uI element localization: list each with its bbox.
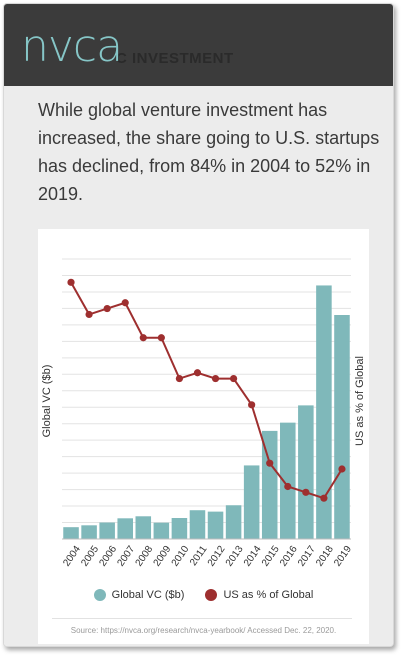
x-tick-label: 2004 (61, 544, 83, 569)
bar-2015 (261, 430, 278, 539)
infographic-card: C INVESTMENT nvca While global venture i… (3, 3, 394, 647)
us-share-point-2007 (121, 299, 129, 307)
us-share-point-2011 (193, 369, 202, 377)
us-share-point-2013 (229, 374, 238, 383)
x-tick-label: 2007 (115, 544, 137, 569)
bar-2019 (334, 315, 350, 539)
us-share-point-2006 (103, 304, 111, 313)
x-tick-label: 2017 (296, 544, 318, 569)
us-share-point-2017 (302, 488, 310, 496)
us-share-point-2010 (175, 374, 184, 383)
legend-item-global-vc: Global VC ($b) (93, 589, 185, 602)
us-share-point-2016 (284, 482, 292, 491)
header-bar: C INVESTMENT nvca (4, 4, 393, 86)
bar-2018 (316, 285, 332, 539)
x-tick-label: 2008 (134, 544, 156, 569)
bar-2005 (81, 525, 97, 539)
y-axis-title-left: Global VC ($b) (41, 365, 53, 438)
bar-2014 (243, 465, 260, 539)
chart-legend: Global VC ($b) US as % of Global (38, 589, 369, 602)
bar-2008 (135, 516, 152, 539)
divider (52, 618, 352, 619)
us-share-point-2019 (338, 465, 346, 473)
bar-2006 (99, 522, 115, 539)
x-tick-label: 2014 (242, 544, 264, 569)
x-tick-label: 2015 (260, 544, 282, 569)
x-tick-label: 2018 (314, 544, 336, 569)
bar-2011 (189, 510, 206, 539)
us-share-point-2005 (85, 310, 93, 319)
x-tick-label: 2012 (206, 544, 228, 569)
bar-2016 (280, 422, 296, 539)
us-share-point-2009 (157, 334, 165, 342)
y-axis-title-right: US as % of Global (354, 356, 366, 446)
us-share-point-2018 (320, 494, 328, 502)
combo-chart: 2004200520062007200820092010201120122013… (41, 258, 366, 569)
x-tick-label: 2011 (188, 544, 210, 568)
x-tick-label: 2006 (97, 544, 119, 569)
bar-2010 (171, 518, 188, 539)
legend-item-us-share: US as % of Global (205, 589, 314, 602)
x-tick-label: 2005 (79, 544, 101, 569)
bar-2017 (298, 405, 314, 539)
bar-2004 (63, 527, 79, 539)
chart-container: 2004 2005 2006 2007 2008 2009 2010 2011 2012 2013… (38, 229, 369, 644)
headline-text: While global venture investment has incr… (38, 100, 380, 204)
nvca-logo: nvca (21, 21, 123, 72)
us-share-point-2012 (211, 374, 220, 383)
legend-swatch-bar (93, 589, 106, 602)
bar-2009 (153, 522, 170, 539)
bar-2007 (117, 518, 133, 539)
header-ghost-title: C INVESTMENT (116, 50, 234, 67)
x-tick-label: 2013 (224, 544, 246, 569)
us-share-point-2008 (139, 334, 147, 342)
source-note: Source: https://nvca.org/research/nvca-y… (70, 626, 337, 635)
legend-label-us-share: US as % of Global (223, 589, 314, 602)
legend-swatch-line (205, 589, 218, 602)
x-tick-label: 2009 (152, 544, 174, 569)
us-share-line (70, 281, 343, 500)
us-share-point-2014 (248, 401, 256, 409)
legend-label-global-vc: Global VC ($b) (111, 589, 185, 602)
x-tick-label: 2016 (278, 544, 300, 569)
us-share-point-2015 (266, 459, 274, 467)
us-share-point-2004 (67, 278, 75, 286)
bar-2013 (225, 505, 242, 539)
x-tick-label: 2010 (170, 544, 192, 569)
x-tick-label: 2019 (332, 544, 354, 569)
bar-2012 (207, 511, 224, 539)
